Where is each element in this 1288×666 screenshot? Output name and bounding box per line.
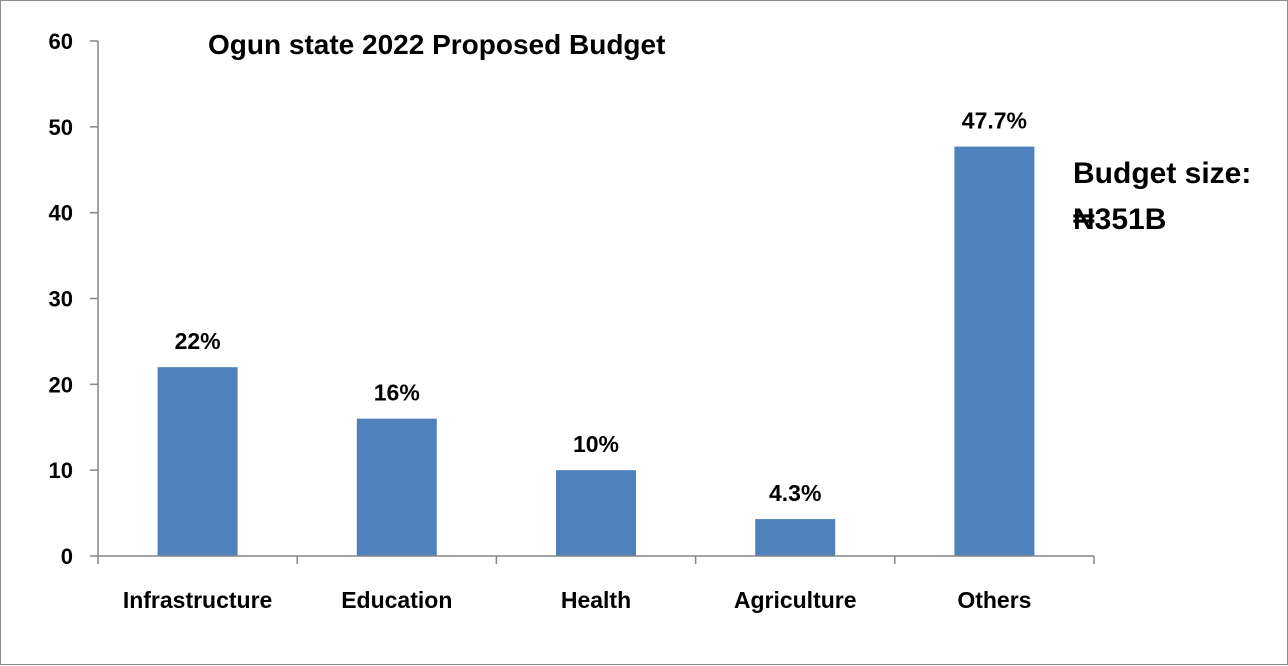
y-tick-label: 60 — [49, 29, 73, 54]
x-tick-label-health: Health — [561, 587, 631, 613]
y-tick-label: 20 — [49, 372, 73, 397]
x-tick-label-infrastructure: Infrastructure — [123, 587, 273, 613]
data-label-agriculture: 4.3% — [769, 480, 821, 506]
bar-others — [954, 146, 1035, 556]
x-ticks-group: Infrastructure Education Health Agriculture… — [97, 556, 1095, 613]
data-label-education: 16% — [374, 380, 420, 406]
bar-health — [556, 470, 636, 556]
x-tick-label-agriculture: Agriculture — [734, 587, 857, 613]
x-tick-label-education: Education — [341, 587, 452, 613]
bar-education — [356, 418, 437, 556]
y-tick-label: 10 — [49, 458, 73, 483]
data-label-others: 47.7% — [962, 108, 1027, 134]
y-tick-label: 0 — [61, 544, 73, 569]
budget-size-label: Budget size: — [1073, 157, 1251, 190]
data-label-health: 10% — [573, 431, 619, 457]
bar-infrastructure — [157, 367, 238, 556]
data-labels-group: 22% 16% 10% 4.3% 47.7% — [175, 108, 1027, 507]
y-tick-label: 40 — [49, 201, 73, 226]
budget-size-value: ₦351B — [1073, 203, 1166, 236]
data-label-infrastructure: 22% — [175, 328, 221, 354]
x-tick-label-others: Others — [957, 587, 1031, 613]
y-tick-label: 30 — [49, 287, 73, 312]
y-ticks-group: 0 10 20 30 40 50 60 — [49, 29, 98, 569]
bar-agriculture — [755, 519, 836, 556]
y-tick-label: 50 — [49, 115, 73, 140]
chart-title: Ogun state 2022 Proposed Budget — [208, 29, 665, 60]
bars-group — [157, 146, 1035, 556]
